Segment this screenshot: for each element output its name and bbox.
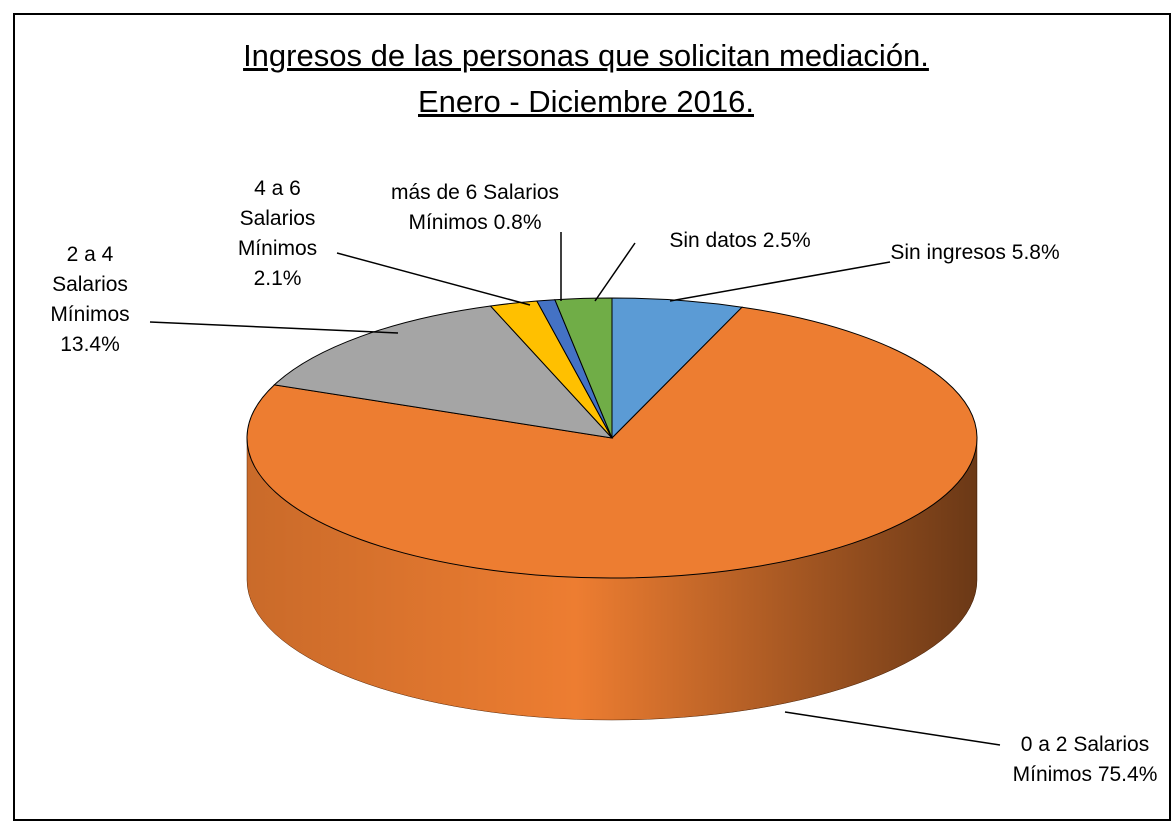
- slice-label: Sin datos 2.5%: [640, 226, 840, 256]
- value-label: 0.8%: [493, 211, 542, 234]
- category-label: 0 a 2 Salarios Mínimos: [1012, 733, 1150, 786]
- leader-lines: [149, 232, 1001, 746]
- frame: [13, 13, 1171, 821]
- slice-top: [273, 305, 614, 439]
- slice-label: 0 a 2 Salarios Mínimos 75.4%: [1000, 730, 1170, 790]
- value-label: 5.8%: [1011, 241, 1060, 264]
- value-label: 75.4%: [1097, 763, 1158, 786]
- leader-line: [336, 252, 531, 306]
- slice-top: [554, 297, 613, 439]
- slice-label: Sin ingresos 5.8%: [885, 238, 1065, 268]
- category-label: más de 6 Salarios Mínimos: [390, 181, 560, 234]
- slice: [554, 297, 613, 439]
- value-label: 2.5%: [762, 229, 811, 252]
- category-label: 4 a 6 Salarios Mínimos: [237, 177, 318, 260]
- leader-line: [784, 711, 1001, 746]
- slice-label: más de 6 Salarios Mínimos 0.8%: [365, 178, 585, 238]
- slice-label: 4 a 6 Salarios Mínimos 2.1%: [215, 174, 340, 294]
- value-label: 2.1%: [253, 267, 302, 290]
- leader-line: [149, 321, 399, 334]
- slice-top: [246, 306, 978, 579]
- chart-subtitle: Enero - Diciembre 2016.: [418, 84, 754, 119]
- leader-line: [669, 261, 891, 302]
- category-label: Sin ingresos: [890, 241, 1006, 264]
- slice-label: 2 a 4 Salarios Mínimos 13.4%: [30, 240, 150, 360]
- slice: [246, 306, 978, 721]
- slice-top: [611, 297, 744, 440]
- slice: [273, 305, 614, 439]
- leader-line: [594, 242, 636, 302]
- chart-title: Ingresos de las personas que solicitan m…: [243, 38, 929, 73]
- pie: [246, 297, 978, 721]
- category-label: Sin datos: [669, 229, 757, 252]
- value-label: 13.4%: [60, 333, 120, 356]
- slice: [611, 297, 744, 440]
- category-label: 2 a 4 Salarios Mínimos: [50, 243, 130, 326]
- slice-side-shade: [247, 438, 977, 720]
